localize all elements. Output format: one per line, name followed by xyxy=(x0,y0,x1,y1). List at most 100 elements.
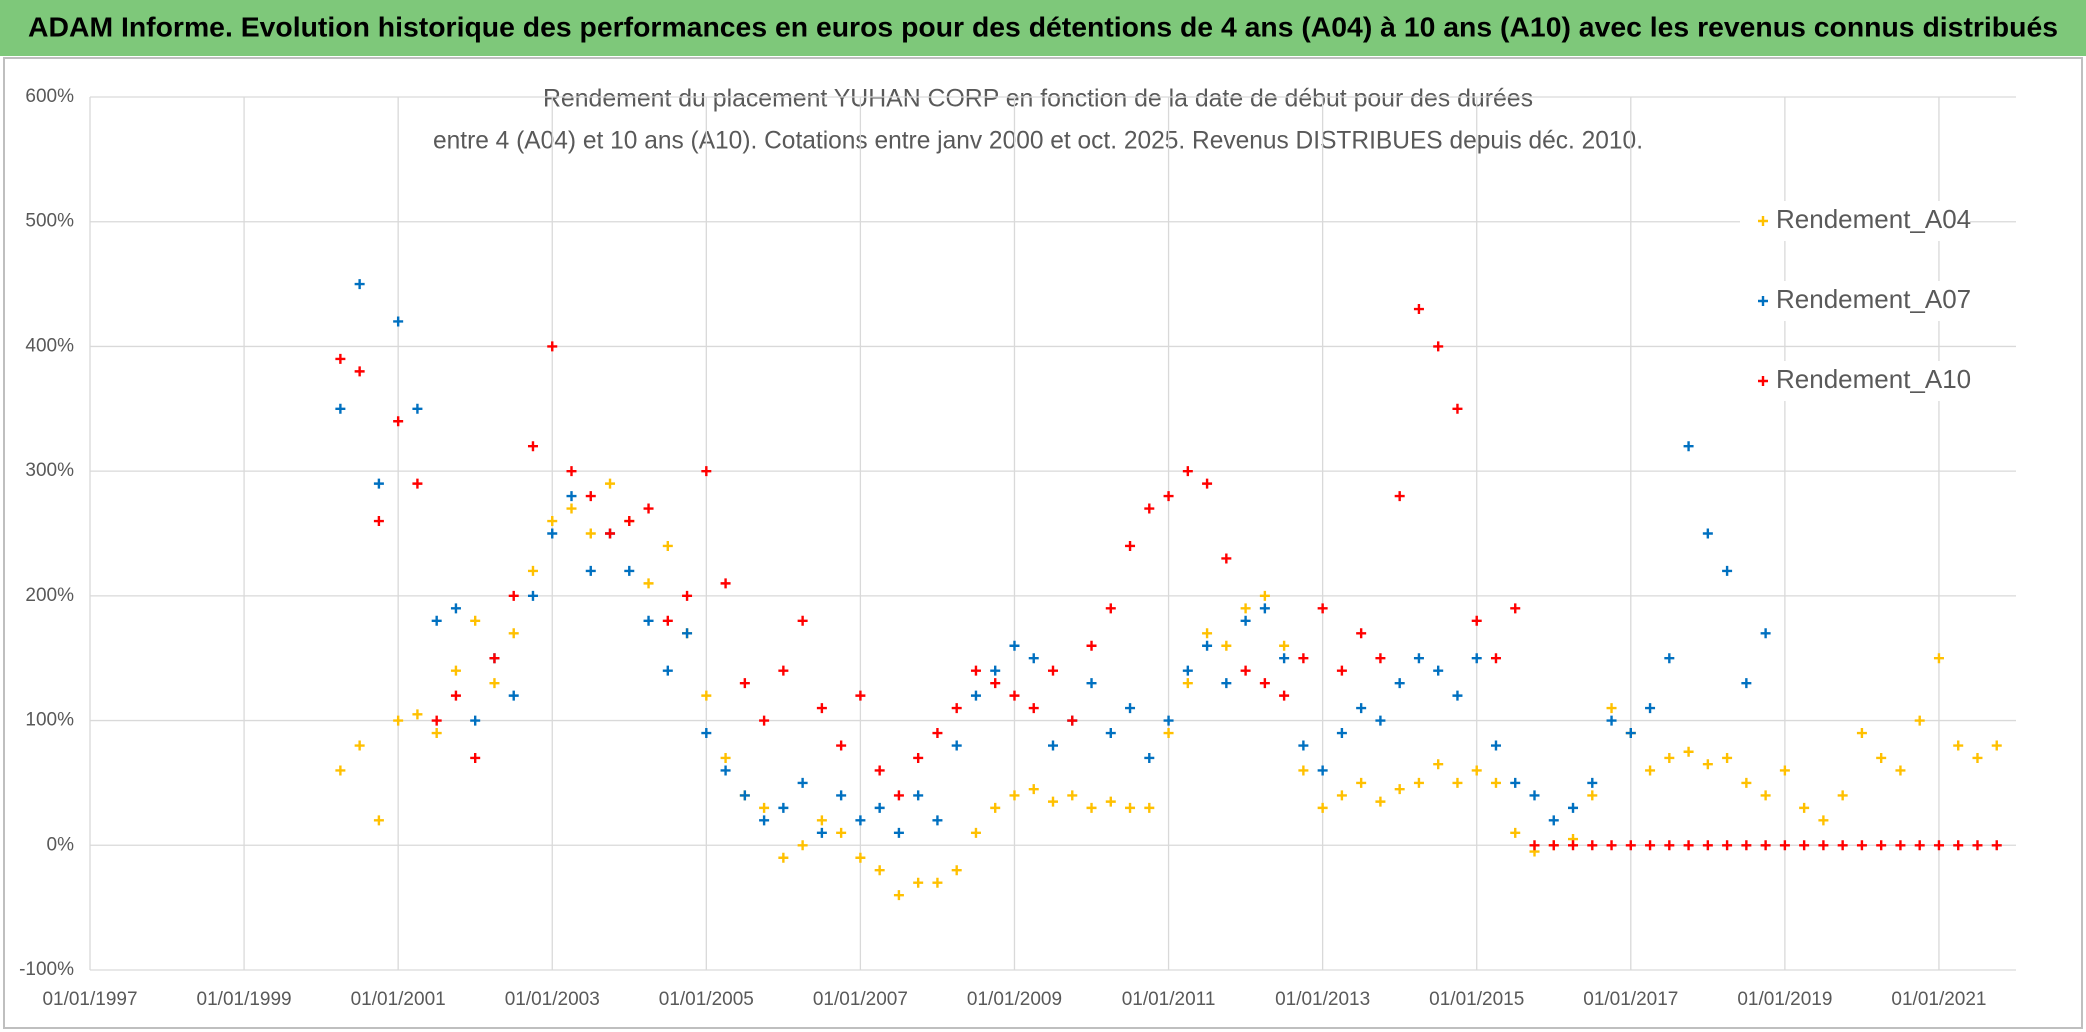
x-tick-label: 01/01/1997 xyxy=(42,989,137,1010)
point xyxy=(1606,715,1617,726)
point xyxy=(1760,790,1771,801)
point xyxy=(1683,441,1694,452)
point xyxy=(1664,752,1675,763)
x-tick-label: 01/01/2011 xyxy=(1122,989,1216,1010)
point xyxy=(778,852,789,863)
point xyxy=(1645,765,1656,776)
point xyxy=(373,815,384,826)
x-tick-label: 01/01/2009 xyxy=(967,989,1062,1010)
point xyxy=(1972,752,1983,763)
point xyxy=(1895,840,1906,851)
point xyxy=(489,653,500,664)
point xyxy=(1722,840,1733,851)
point xyxy=(739,678,750,689)
point xyxy=(1356,703,1367,714)
point xyxy=(1067,715,1078,726)
point xyxy=(1587,777,1598,788)
point xyxy=(1086,640,1097,651)
point xyxy=(1125,703,1136,714)
point xyxy=(566,466,577,477)
point xyxy=(1741,840,1752,851)
point xyxy=(913,752,924,763)
point xyxy=(1664,840,1675,851)
point xyxy=(1375,715,1386,726)
point xyxy=(1683,840,1694,851)
point xyxy=(1028,653,1039,664)
point xyxy=(1375,796,1386,807)
point xyxy=(354,366,365,377)
x-tick-label: 01/01/2017 xyxy=(1583,989,1678,1010)
point xyxy=(1240,615,1251,626)
x-tick-label: 01/01/2007 xyxy=(813,989,908,1010)
point xyxy=(1645,840,1656,851)
y-tick-label: 600% xyxy=(25,86,74,107)
point xyxy=(990,678,1001,689)
point xyxy=(450,665,461,676)
point xyxy=(1375,653,1386,664)
point xyxy=(547,516,558,527)
point xyxy=(1202,640,1213,651)
point xyxy=(1105,728,1116,739)
point xyxy=(1914,715,1925,726)
point xyxy=(1837,840,1848,851)
point xyxy=(1510,603,1521,614)
legend-bg xyxy=(1740,361,1970,401)
point xyxy=(470,752,481,763)
point xyxy=(1433,665,1444,676)
point xyxy=(335,765,346,776)
point xyxy=(970,665,981,676)
y-tick-label: -100% xyxy=(19,959,74,980)
point xyxy=(1702,840,1713,851)
point xyxy=(1394,678,1405,689)
point xyxy=(412,403,423,414)
point xyxy=(701,728,712,739)
y-tick-label: 100% xyxy=(25,710,74,731)
point xyxy=(893,790,904,801)
point xyxy=(1202,628,1213,639)
legend-label: Rendement_A07 xyxy=(1776,284,1971,314)
point xyxy=(1471,653,1482,664)
frame xyxy=(3,57,2083,1029)
point xyxy=(1413,653,1424,664)
point xyxy=(855,852,866,863)
point xyxy=(1394,491,1405,502)
point xyxy=(1009,640,1020,651)
point xyxy=(1510,777,1521,788)
point xyxy=(720,765,731,776)
chart-title-line: Rendement du placement YUHAN CORP en fon… xyxy=(543,85,1533,113)
point xyxy=(1645,703,1656,714)
point xyxy=(990,802,1001,813)
point xyxy=(1259,590,1270,601)
point xyxy=(1144,752,1155,763)
point xyxy=(1394,784,1405,795)
point xyxy=(624,565,635,576)
point xyxy=(913,790,924,801)
point xyxy=(1356,628,1367,639)
point xyxy=(1298,740,1309,751)
point xyxy=(1105,603,1116,614)
point xyxy=(932,728,943,739)
point xyxy=(585,565,596,576)
point xyxy=(874,865,885,876)
point xyxy=(527,441,538,452)
point xyxy=(816,815,827,826)
point xyxy=(1336,665,1347,676)
legend-label: Rendement_A04 xyxy=(1776,204,1971,234)
point xyxy=(1182,466,1193,477)
point xyxy=(1568,802,1579,813)
point xyxy=(1221,640,1232,651)
point xyxy=(1529,790,1540,801)
point xyxy=(1413,304,1424,315)
point xyxy=(662,615,673,626)
point xyxy=(566,491,577,502)
point xyxy=(701,466,712,477)
point xyxy=(1914,840,1925,851)
point xyxy=(778,665,789,676)
point xyxy=(450,603,461,614)
point xyxy=(932,815,943,826)
point xyxy=(335,353,346,364)
point xyxy=(1452,403,1463,414)
x-tick-label: 01/01/2013 xyxy=(1275,989,1370,1010)
point xyxy=(1317,765,1328,776)
point xyxy=(450,690,461,701)
